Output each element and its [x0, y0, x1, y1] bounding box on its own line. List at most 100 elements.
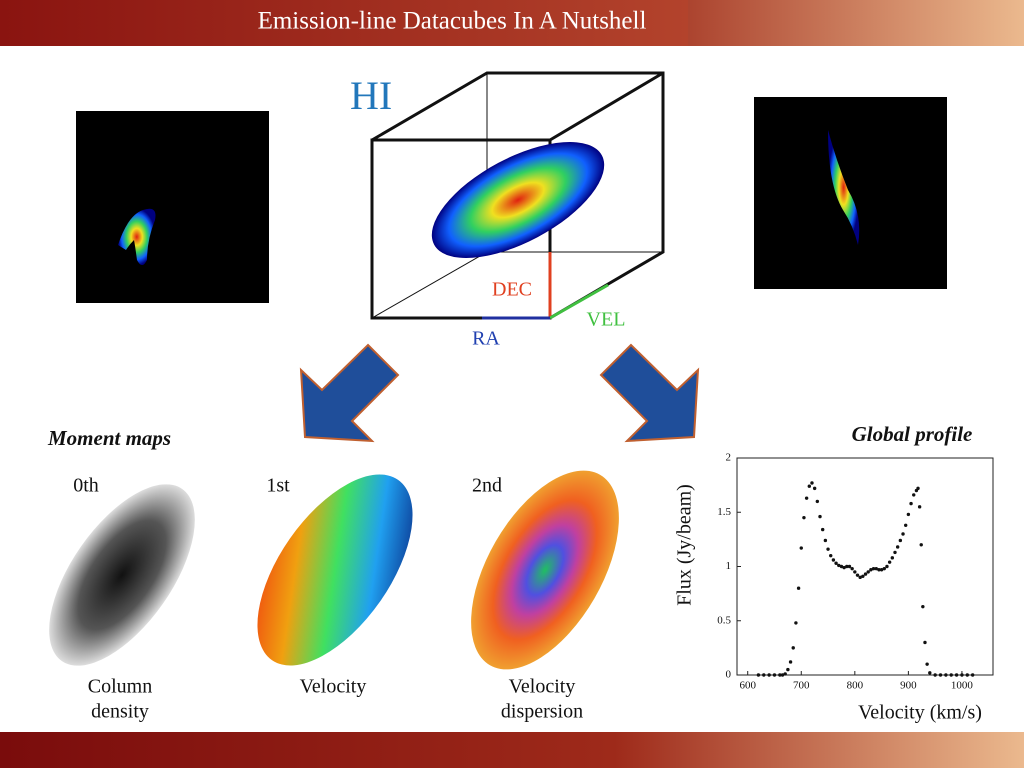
x-tick-label: 600: [739, 680, 756, 692]
data-point: [944, 673, 948, 677]
data-point: [802, 515, 806, 520]
data-point: [786, 667, 790, 672]
data-point: [820, 527, 825, 532]
data-point: [796, 586, 801, 590]
data-point: [762, 673, 766, 677]
data-point: [853, 570, 857, 574]
moment1-map: [257, 474, 413, 666]
galaxy-blob: [118, 208, 156, 265]
data-point: [887, 560, 892, 564]
data-point: [960, 673, 964, 677]
axis-vel: VEL: [587, 309, 626, 331]
data-point: [885, 564, 889, 569]
y-axis-label: Flux (Jy/beam): [674, 484, 696, 606]
panel-order: 2nd: [472, 475, 502, 497]
data-point: [921, 604, 925, 609]
y-tick-label: 0: [726, 669, 732, 681]
axis-ra: RA: [472, 328, 500, 350]
y-tick-label: 0.5: [717, 614, 731, 626]
panel-order: 1st: [266, 475, 290, 497]
data-point: [912, 493, 916, 497]
data-point: [879, 568, 884, 572]
data-point: [815, 499, 820, 504]
panel-caption: density: [91, 701, 149, 723]
chart-title: Global profile: [852, 422, 973, 446]
y-tick-label: 1.5: [717, 506, 731, 518]
data-point: [823, 538, 828, 543]
y-tick-label: 2: [726, 452, 732, 464]
data-point: [928, 671, 932, 675]
x-tick-label: 1000: [951, 680, 974, 692]
data-point: [906, 512, 911, 517]
data-point: [925, 662, 929, 666]
pv-blob: [828, 130, 860, 245]
data-point: [799, 546, 803, 550]
cube-label: HI: [350, 73, 392, 118]
data-point: [767, 673, 771, 677]
data-point: [780, 673, 785, 677]
x-tick-label: 900: [900, 680, 917, 692]
y-tick-label: 1: [726, 560, 732, 572]
data-point: [916, 486, 920, 491]
arrow-right: [599, 343, 700, 443]
data-point: [829, 553, 833, 558]
data-point: [882, 566, 886, 571]
data-point: [938, 673, 943, 677]
data-point: [869, 568, 873, 572]
data-point: [788, 660, 793, 664]
data-point: [965, 673, 969, 677]
data-point: [904, 523, 908, 527]
data-point: [954, 673, 959, 677]
image-pv: [754, 97, 947, 289]
data-point: [970, 673, 975, 677]
x-tick-label: 700: [793, 680, 810, 692]
data-point: [893, 550, 897, 555]
data-point: [919, 543, 923, 547]
data-point: [842, 565, 846, 570]
data-point: [909, 501, 913, 506]
data-point: [812, 486, 817, 491]
title-box: [0, 0, 688, 46]
data-point: [831, 558, 836, 562]
data-point: [901, 532, 905, 536]
panel-caption: Velocity: [300, 676, 367, 698]
data-point: [807, 484, 812, 488]
data-point: [837, 563, 841, 568]
data-point: [877, 568, 881, 572]
cube-galaxy: [431, 141, 605, 259]
data-point: [847, 564, 852, 569]
data-point: [772, 673, 777, 677]
data-point: [810, 481, 814, 485]
data-point: [858, 575, 862, 580]
data-point: [917, 505, 922, 509]
plot-frame: [736, 457, 994, 676]
axis-dec: DEC: [492, 279, 532, 301]
data-point: [890, 556, 895, 560]
data-point: [895, 545, 900, 549]
data-point: [874, 566, 878, 571]
x-axis-label: Velocity (km/s): [858, 702, 982, 724]
slide-title: Emission-line Datacubes In A Nutshell: [258, 8, 647, 35]
data-point: [949, 673, 953, 677]
moment2-map: [471, 470, 619, 670]
data-point: [845, 564, 849, 569]
data-point: [850, 566, 854, 571]
data-point: [791, 646, 795, 650]
data-point: [866, 570, 870, 574]
vel-arrow: [549, 283, 609, 320]
panel-caption: Velocity: [509, 676, 576, 698]
data-point: [933, 673, 937, 677]
data-point: [834, 561, 838, 565]
moment-title: Moment maps: [47, 426, 171, 450]
footer-bar: [0, 732, 1024, 768]
data-point: [818, 514, 822, 519]
data-point: [778, 673, 782, 677]
data-point: [826, 547, 830, 551]
data-point: [756, 673, 761, 677]
data-point: [871, 566, 876, 571]
data-point: [855, 573, 860, 577]
data-point: [898, 538, 903, 543]
panel-caption: dispersion: [501, 701, 583, 723]
image-projection: [76, 111, 269, 303]
